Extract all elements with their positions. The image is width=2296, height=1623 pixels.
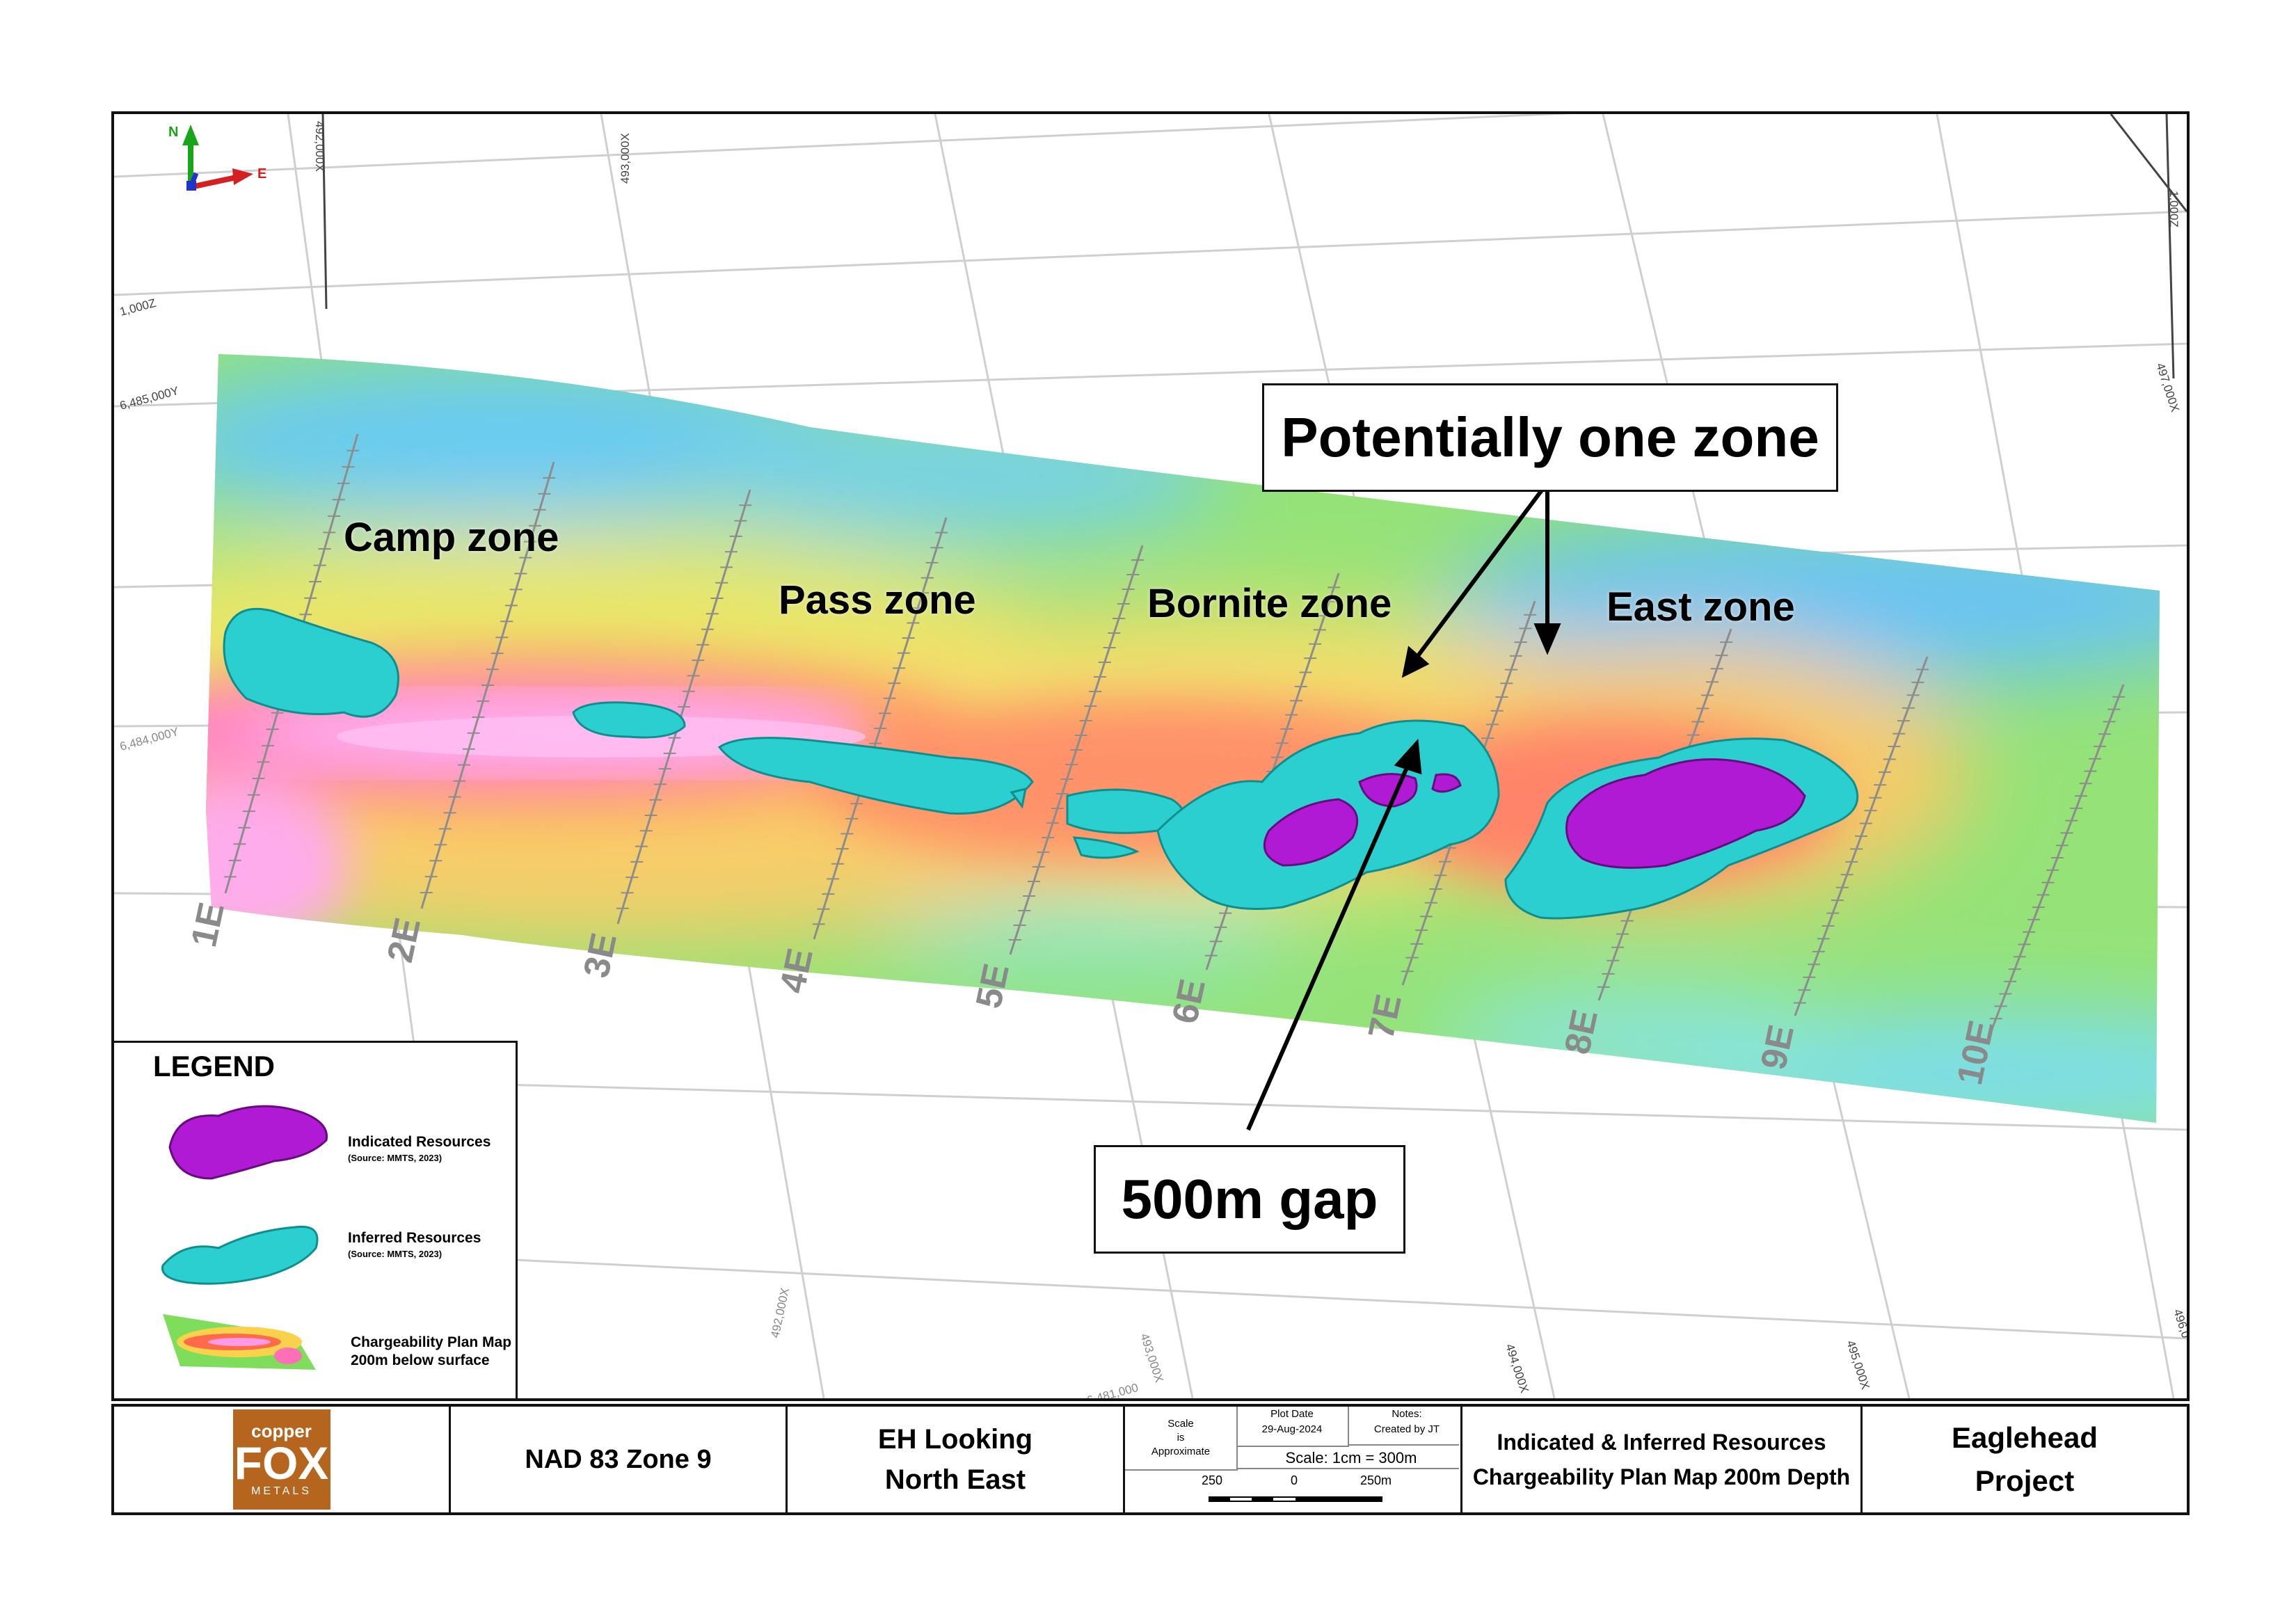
- potentially-one-zone-callout: Potentially one zone: [1262, 383, 1838, 492]
- section-label-4e: 4E: [772, 945, 821, 996]
- label-492000x-bottom: 492,000X: [768, 1287, 792, 1339]
- title-block: copper FOX METALS NAD 83 Zone 9 EH Looki…: [111, 1404, 2190, 1515]
- map-title-cell: Indicated & Inferred Resources Chargeabi…: [1462, 1407, 1863, 1512]
- logo-bottom-text: METALS: [251, 1485, 312, 1497]
- copper-fox-logo: copper FOX METALS: [232, 1409, 330, 1510]
- section-label-9e: 9E: [1753, 1021, 1802, 1073]
- grid-axis-lines: [321, 114, 2187, 379]
- section-label-8e: 8E: [1557, 1006, 1606, 1057]
- bornite-indicated-1: [1263, 798, 1359, 867]
- label-6481000: 6,481,000: [1085, 1381, 1140, 1398]
- pass-zone-body-2: [717, 737, 1034, 815]
- logo-cell: copper FOX METALS: [114, 1407, 451, 1512]
- label-6485000y: 6,485,000Y: [118, 384, 180, 413]
- label-1000z-right: 1,000Z: [2167, 191, 2181, 227]
- label-496-partial: 496,0: [2171, 1307, 2187, 1339]
- camp-zone-label: Camp zone: [344, 515, 559, 560]
- east-indicated: [1565, 758, 1806, 869]
- east-label: E: [257, 166, 266, 182]
- logo-top-text: copper: [251, 1421, 312, 1441]
- plot-date-box: Plot Date 29-Aug-2024: [1236, 1407, 1349, 1447]
- label-1000z-left: 1,000Z: [118, 296, 157, 319]
- view-line-2: North East: [884, 1464, 1026, 1495]
- map-title-line-2: Chargeability Plan Map 200m Depth: [1472, 1464, 1851, 1489]
- legend-inferred-label: Inferred Resources: [348, 1230, 481, 1246]
- chargeability-plan-map: [206, 354, 2160, 1123]
- datum-cell: NAD 83 Zone 9: [451, 1407, 788, 1512]
- map-canvas: 1E 2E 3E 4E 5E 6E 7E 8E 9E 10E N E: [114, 114, 2187, 1398]
- view-line-1: EH Looking: [877, 1424, 1033, 1455]
- label-497000x: 497,000X: [2153, 361, 2182, 413]
- plot-date-value: 29-Aug-2024: [1261, 1423, 1323, 1435]
- scalebar-left-label: 250: [1202, 1473, 1223, 1487]
- label-495000x-bottom: 495,000X: [1844, 1338, 1872, 1391]
- scalebar-mid-label: 0: [1291, 1473, 1298, 1487]
- legend-title: LEGEND: [153, 1050, 276, 1082]
- project-line-1: Eaglehead: [1951, 1421, 2098, 1454]
- label-6484000y: 6,484,000Y: [118, 725, 180, 753]
- chargeability-swatch-icon: [163, 1314, 316, 1370]
- legend-panel: LEGEND Indicated Resources (Source: MMTS…: [114, 1041, 518, 1398]
- project-cell: Eaglehead Project: [1863, 1407, 2187, 1512]
- bornite-zone-body-2: [1072, 836, 1140, 859]
- callout-arrows: [1246, 481, 1561, 1131]
- north-label: N: [168, 125, 178, 140]
- label-493000x-bottom: 493,000X: [1138, 1332, 1166, 1384]
- scale-note: Scale is Approximate: [1125, 1407, 1238, 1471]
- notes-value: Created by JT: [1373, 1423, 1440, 1435]
- logo-main-text: FOX: [234, 1437, 329, 1489]
- scale-cell: Scale is Approximate Plot Date 29-Aug-20…: [1125, 1407, 1462, 1512]
- plot-date-label: Plot Date: [1270, 1408, 1314, 1420]
- pass-zone-label: Pass zone: [779, 577, 976, 623]
- notes-label: Notes:: [1392, 1408, 1422, 1420]
- section-label-7e: 7E: [1361, 991, 1410, 1042]
- section-label-2e: 2E: [380, 914, 429, 966]
- pass-zone-speck: [1010, 787, 1027, 809]
- legend-indicated-source: (Source: MMTS, 2023): [348, 1153, 443, 1163]
- scale-text: Scale: 1cm = 300m: [1236, 1447, 1459, 1469]
- datum-text: NAD 83 Zone 9: [525, 1445, 712, 1474]
- section-label-1e: 1E: [184, 899, 232, 950]
- east-zone-label: East zone: [1607, 584, 1795, 630]
- inferred-swatch-icon: [161, 1225, 319, 1285]
- project-line-2: Project: [1975, 1464, 2075, 1497]
- gap-callout: 500m gap: [1094, 1145, 1405, 1254]
- label-494000x-bottom: 494,000X: [1503, 1342, 1531, 1394]
- scalebar-graphic: [1209, 1496, 1382, 1502]
- section-label-3e: 3E: [576, 929, 625, 981]
- indicated-swatch-icon: [168, 1105, 328, 1180]
- bornite-zone-label: Bornite zone: [1147, 581, 1392, 626]
- north-arrow-icon: N E: [168, 125, 266, 191]
- map-frame: 1E 2E 3E 4E 5E 6E 7E 8E 9E 10E N E: [111, 111, 2190, 1401]
- scalebar-right-label: 250m: [1360, 1473, 1392, 1487]
- map-title-line-1: Indicated & Inferred Resources: [1497, 1430, 1826, 1455]
- pass-zone-body-1: [572, 701, 686, 739]
- label-493000x-top: 493,000X: [619, 133, 632, 184]
- notes-box: Notes: Created by JT: [1348, 1407, 1459, 1446]
- bornite-indicated-3: [1431, 773, 1462, 793]
- legend-inferred-source: (Source: MMTS, 2023): [348, 1249, 443, 1259]
- section-label-6e: 6E: [1165, 975, 1213, 1027]
- camp-zone-body: [223, 607, 399, 718]
- legend-indicated-label: Indicated Resources: [348, 1134, 491, 1150]
- label-492000x-top: 492,000X: [313, 121, 326, 172]
- legend-swatches: [161, 1105, 328, 1370]
- legend-chargeability-label: Chargeability Plan Map 200m below surfac…: [351, 1334, 512, 1368]
- section-label-5e: 5E: [968, 960, 1017, 1012]
- view-cell: EH Looking North East: [788, 1407, 1125, 1512]
